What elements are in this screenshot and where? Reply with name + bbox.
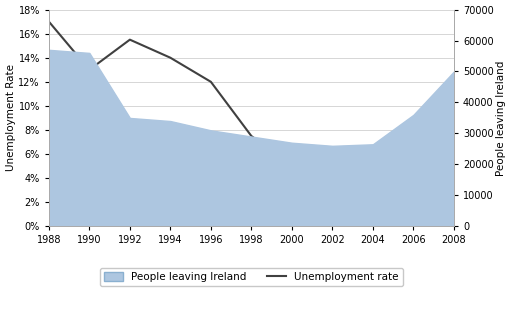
Legend: People leaving Ireland, Unemployment rate: People leaving Ireland, Unemployment rat… [100,268,403,286]
Y-axis label: People leaving Ireland: People leaving Ireland [497,60,506,176]
Y-axis label: Unemployment Rate: Unemployment Rate [6,64,15,171]
